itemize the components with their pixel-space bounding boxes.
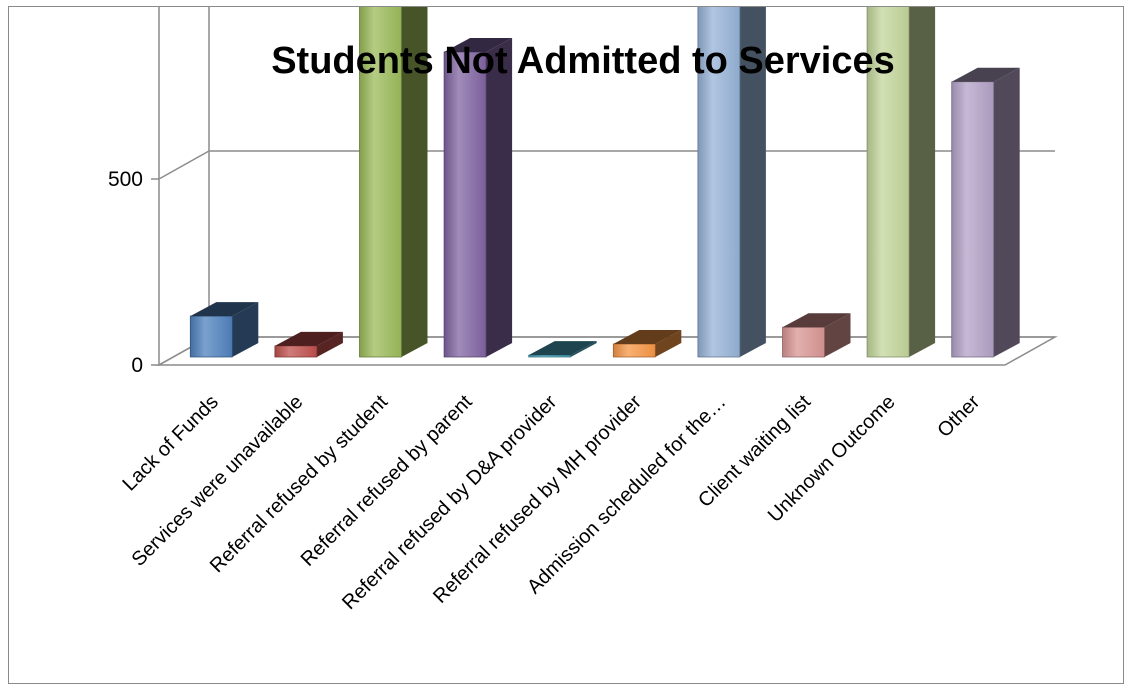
y-tick-label: 0 — [131, 354, 143, 377]
x-tick-label: Referral refused by student — [206, 391, 392, 577]
y-tick-label: 500 — [108, 168, 143, 191]
x-tick-label: Other — [933, 391, 984, 442]
x-tick-label: Services were unavailable — [128, 391, 308, 571]
bar-top — [782, 313, 851, 328]
bar-side — [232, 302, 259, 357]
bar — [782, 313, 851, 358]
bar-top — [190, 302, 259, 317]
bar-front — [782, 326, 825, 358]
bar-side — [909, 0, 936, 357]
bar-front — [359, 0, 402, 358]
bar — [697, 0, 766, 358]
bar-top — [528, 341, 597, 356]
bar-front — [697, 0, 741, 358]
bar — [359, 0, 428, 358]
gridline — [158, 150, 1055, 180]
bar-side — [570, 341, 597, 357]
bar-side — [655, 329, 682, 357]
bar-front — [951, 81, 995, 358]
bar-top — [444, 37, 513, 52]
chart-title: Students Not Admitted to Services — [271, 40, 895, 82]
bar — [951, 67, 1020, 358]
bar-front — [528, 354, 572, 358]
bar — [443, 37, 513, 358]
bar-front — [274, 345, 318, 358]
bar-front — [189, 315, 233, 358]
bar-side — [739, 0, 766, 357]
bar-side — [824, 313, 851, 357]
bars — [189, 0, 1020, 358]
y-axis-ticks: 050010001500 — [96, 0, 159, 377]
bar-side — [486, 37, 513, 358]
bar-front — [443, 51, 487, 358]
bar-front — [866, 0, 910, 358]
bar-front — [612, 343, 656, 358]
bar-side — [401, 0, 428, 357]
bar-top — [274, 331, 343, 346]
x-tick-label: Referral refused by parent — [297, 391, 477, 571]
bar — [274, 331, 343, 358]
bar — [189, 302, 259, 358]
bar-top — [951, 67, 1020, 82]
bar — [612, 329, 682, 358]
bar-side — [316, 331, 343, 357]
bar-side — [993, 67, 1020, 357]
bar — [866, 0, 936, 358]
bar — [528, 341, 597, 358]
bar-top — [613, 329, 682, 344]
